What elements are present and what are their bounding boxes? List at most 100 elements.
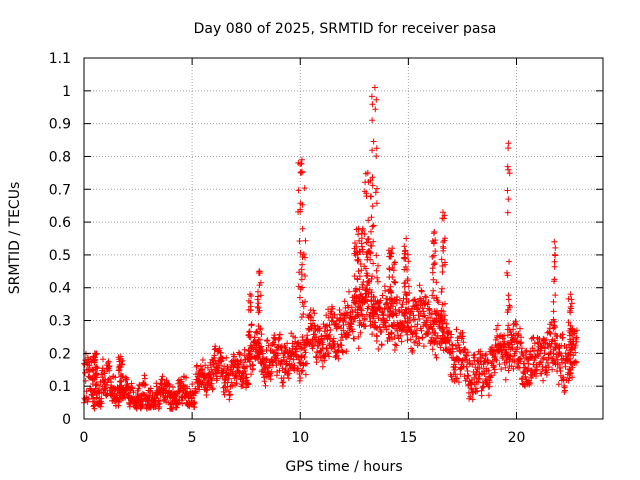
data-point (373, 267, 380, 274)
data-point (373, 200, 380, 207)
data-point (401, 243, 408, 250)
data-point (191, 400, 198, 407)
data-point (219, 355, 226, 362)
data-point (363, 270, 370, 277)
data-point (505, 367, 512, 374)
data-point (309, 345, 316, 352)
data-point (297, 169, 304, 176)
y-tick-label: 0.3 (49, 314, 71, 330)
y-tick-label: 0.1 (49, 379, 71, 395)
data-point (388, 289, 395, 296)
data-point (431, 261, 438, 268)
y-tick-label: 0.5 (49, 248, 71, 264)
data-point (216, 345, 223, 352)
data-point (173, 396, 180, 403)
data-point (354, 257, 361, 264)
data-point (246, 350, 253, 357)
data-point (361, 188, 368, 195)
data-point (325, 350, 332, 357)
data-point (539, 366, 546, 373)
data-point (485, 392, 492, 399)
data-point (399, 301, 406, 308)
data-point (329, 305, 336, 312)
data-point (420, 308, 427, 315)
data-point (523, 347, 530, 354)
data-point (430, 287, 437, 294)
data-point (511, 358, 518, 365)
data-point (292, 334, 299, 341)
data-point (432, 248, 439, 255)
data-point (538, 343, 545, 350)
data-point (365, 290, 372, 297)
data-point (366, 277, 373, 284)
data-point (371, 84, 378, 91)
data-point (361, 316, 368, 323)
data-point (291, 362, 298, 369)
data-point (569, 364, 576, 371)
data-point (355, 225, 362, 232)
data-point (401, 250, 408, 257)
data-point (358, 291, 364, 298)
data-point (332, 320, 339, 327)
data-point (431, 228, 438, 235)
data-point (452, 364, 459, 371)
data-point (418, 327, 425, 334)
data-point (96, 390, 102, 397)
data-point (565, 319, 572, 326)
data-point (427, 315, 434, 321)
data-point (180, 382, 187, 389)
data-point (439, 269, 446, 275)
data-point (439, 315, 446, 322)
data-point (481, 371, 488, 378)
data-point (405, 305, 412, 312)
data-point (492, 353, 499, 360)
data-point (404, 337, 411, 344)
y-tick-label: 0.8 (49, 149, 71, 165)
data-point (93, 381, 100, 388)
data-point (476, 376, 483, 382)
data-point (274, 350, 281, 357)
data-point (84, 398, 91, 405)
data-point (543, 336, 550, 343)
data-point (355, 345, 362, 352)
data-point (352, 307, 359, 314)
data-point (237, 350, 243, 357)
data-point (370, 138, 377, 145)
data-point (320, 341, 327, 348)
data-point (328, 345, 335, 352)
data-point (393, 342, 400, 349)
data-point (540, 377, 547, 384)
data-point (567, 355, 574, 362)
data-point (370, 301, 377, 308)
data-point (507, 353, 514, 360)
y-tick-label: 1.1 (49, 51, 71, 67)
data-point (403, 299, 410, 306)
data-point (91, 405, 98, 412)
data-point (117, 386, 123, 392)
chart-title: Day 080 of 2025, SRMTID for receiver pas… (194, 21, 497, 37)
y-tick-label: 0.9 (49, 117, 71, 133)
data-point (552, 244, 559, 251)
data-point (297, 249, 304, 256)
data-point (504, 332, 511, 339)
data-point (231, 353, 238, 360)
data-point (270, 359, 277, 365)
data-point (337, 337, 344, 344)
data-point (369, 331, 376, 338)
data-point (302, 349, 309, 356)
data-point (404, 315, 411, 322)
data-point (334, 341, 341, 348)
data-point (549, 366, 556, 373)
data-point (370, 313, 377, 320)
data-point (116, 387, 123, 393)
data-point (429, 265, 436, 272)
data-point (295, 187, 302, 194)
x-tick-label: 0 (80, 430, 89, 446)
data-point (211, 352, 218, 359)
data-point (455, 379, 462, 386)
data-point (482, 376, 489, 382)
data-point (463, 352, 470, 359)
data-point (169, 406, 176, 413)
data-point (517, 325, 523, 332)
data-point (550, 316, 557, 323)
